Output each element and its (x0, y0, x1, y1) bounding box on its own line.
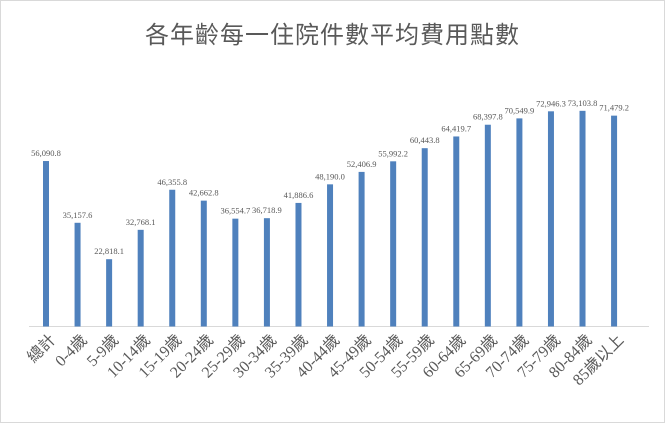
bar-45-49歲 (358, 171, 365, 327)
bar-25-29歲 (232, 218, 239, 327)
data-label: 52,406.9 (347, 159, 377, 169)
bar-50-54歲 (390, 161, 397, 327)
data-label: 60,443.8 (410, 135, 440, 145)
data-label: 64,419.7 (441, 123, 471, 133)
x-tick-label: 0-4歲 (52, 331, 91, 370)
data-label: 42,662.8 (189, 188, 219, 198)
bar-30-34歲 (263, 218, 270, 327)
bar-20-24歲 (200, 200, 207, 327)
data-label: 68,397.8 (473, 112, 503, 122)
bar-75-79歲 (547, 111, 554, 327)
data-label: 32,768.1 (126, 217, 156, 227)
data-label: 41,886.6 (284, 190, 314, 200)
tick-labels-group: 總計0-4歲5-9歲10-14歲15-19歲20-24歲25-29歲30-34歲… (24, 331, 627, 389)
bar-5-9歲 (106, 259, 113, 327)
data-label: 71,479.2 (599, 103, 629, 113)
data-label: 36,718.9 (252, 205, 282, 215)
bar-總計 (43, 161, 49, 327)
data-label: 48,190.0 (315, 171, 345, 181)
data-label: 72,946.3 (536, 98, 566, 108)
bar-70-74歲 (516, 118, 523, 327)
data-label: 55,992.2 (378, 148, 408, 158)
bar-60-64歲 (453, 136, 460, 327)
data-label: 73,103.8 (568, 98, 598, 108)
data-label: 35,157.6 (63, 210, 93, 220)
bar-85歲以上 (611, 115, 618, 327)
bar-80-84歲 (579, 110, 586, 327)
data-label: 46,355.8 (157, 177, 187, 187)
bar-10-14歲 (137, 229, 144, 327)
data-label: 70,549.9 (505, 105, 535, 115)
data-label: 22,818.1 (94, 246, 124, 256)
bar-55-59歲 (421, 148, 428, 327)
value-labels-group: 56,090.8 35,157.6 22,818.1 32,768.1 46,355.8… (31, 98, 629, 256)
bar-15-19歲 (169, 189, 176, 327)
chart-title: 各年齡每一住院件數平均費用點數 (145, 21, 520, 49)
bar-40-44歲 (327, 184, 334, 327)
bar-0-4歲 (74, 222, 81, 327)
data-label: 56,090.8 (31, 148, 61, 158)
bar-65-69歲 (484, 124, 491, 327)
data-label: 36,554.7 (220, 206, 250, 216)
bars-group (43, 110, 618, 327)
bar-35-39歲 (295, 202, 302, 327)
